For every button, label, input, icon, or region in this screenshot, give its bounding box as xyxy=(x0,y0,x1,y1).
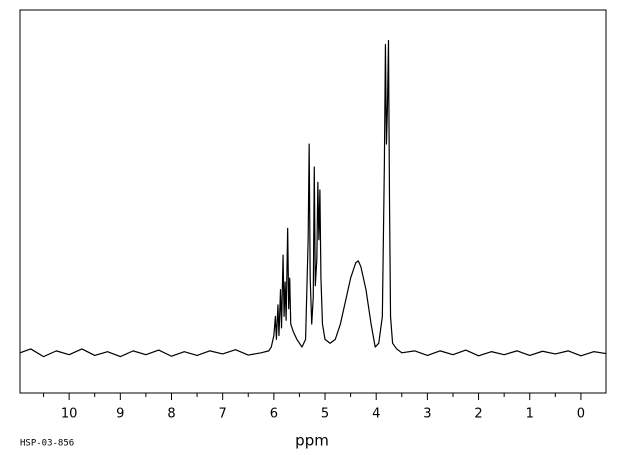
x-tick-label: 9 xyxy=(116,407,124,422)
caption: HSP-03-856 xyxy=(20,439,74,449)
x-tick-label: 8 xyxy=(167,407,175,422)
x-tick-label: 3 xyxy=(423,407,431,422)
x-tick-label: 2 xyxy=(474,407,482,422)
x-tick-label: 6 xyxy=(270,407,278,422)
x-tick-label: 4 xyxy=(372,407,380,422)
x-tick-label: 5 xyxy=(321,407,329,422)
x-tick-label: 7 xyxy=(219,407,227,422)
x-tick-label: 10 xyxy=(61,407,78,422)
spectrum-line xyxy=(19,40,607,358)
plot-frame xyxy=(19,9,607,394)
x-tick-label: 0 xyxy=(577,407,585,422)
x-tick-label: 1 xyxy=(526,407,534,422)
x-axis-label: ppm xyxy=(295,432,329,450)
